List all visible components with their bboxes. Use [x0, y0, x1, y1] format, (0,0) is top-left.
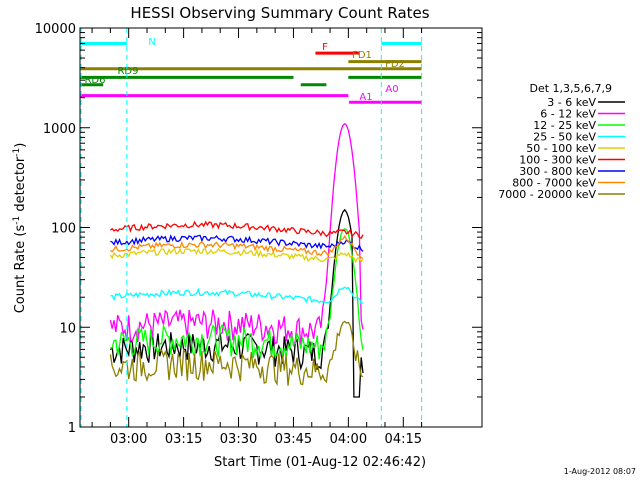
flag-label-fd1: FD1 — [352, 50, 372, 61]
flag-label-f: F — [322, 42, 328, 53]
flag-label-a0: A0 — [385, 84, 398, 95]
flag-label-fd2: FD2 — [385, 59, 405, 70]
y-axis: 1 10 100 1000 10000 — [35, 22, 482, 436]
y-tick-label: 100 — [51, 222, 76, 237]
series-line — [110, 234, 364, 252]
flag-layer: N F FD1 FD2 RD9 RD6 A1 A0 — [80, 28, 423, 427]
y-tick-label: 1000 — [43, 122, 76, 137]
x-tick-label: 04:15 — [385, 432, 422, 447]
legend-label: 6 - 12 keV — [540, 108, 596, 121]
series-line — [109, 247, 364, 264]
x-axis-label: Start Time (01-Aug-12 02:46:42) — [214, 455, 426, 470]
legend-label: 7000 - 20000 keV — [498, 188, 596, 201]
legend-label: 300 - 800 keV — [519, 165, 596, 178]
series-line — [109, 320, 364, 386]
x-tick-label: 03:15 — [165, 432, 202, 447]
legend-title: Det 1,3,5,6,7,9 — [529, 82, 612, 95]
x-tick-label: 04:00 — [330, 432, 367, 447]
chart-title: HESSI Observing Summary Count Rates — [130, 4, 429, 22]
series-line — [109, 122, 364, 348]
y-tick-label: 10000 — [35, 22, 76, 37]
legend-label: 800 - 7000 keV — [512, 177, 596, 190]
series-line — [110, 234, 364, 259]
x-tick-label: 03:30 — [220, 432, 257, 447]
legend-label: 100 - 300 keV — [519, 154, 596, 167]
x-tick-label: 03:45 — [275, 432, 312, 447]
series-line — [110, 220, 364, 240]
series-line — [110, 286, 364, 305]
legend-label: 50 - 100 keV — [526, 142, 596, 155]
series-line — [110, 228, 364, 360]
x-axis: 03:00 03:15 03:30 03:45 04:00 04:15 — [91, 28, 423, 447]
flag-label-rd9: RD9 — [117, 66, 138, 77]
x-tick-label: 03:00 — [110, 432, 147, 447]
legend-label: 12 - 25 keV — [533, 119, 596, 132]
timestamp: 1-Aug-2012 08:07 — [564, 467, 636, 476]
flag-label-n: N — [148, 37, 155, 48]
y-axis-label: Count Rate (s-1 detector-1) — [12, 143, 28, 314]
legend-label: 25 - 50 keV — [533, 131, 596, 144]
y-tick-label: 1 — [68, 421, 76, 436]
y-tick-label: 10 — [59, 321, 76, 336]
series-layer — [109, 122, 364, 398]
flag-label-a1: A1 — [359, 92, 372, 103]
flag-label-rd6: RD6 — [84, 75, 105, 86]
legend-label: 3 - 6 keV — [547, 96, 596, 109]
